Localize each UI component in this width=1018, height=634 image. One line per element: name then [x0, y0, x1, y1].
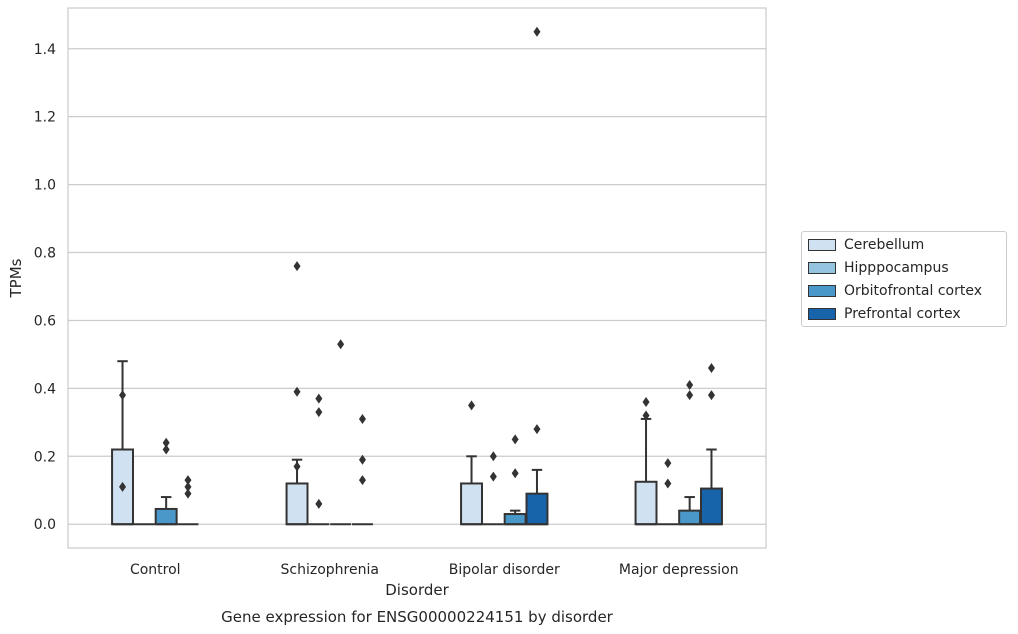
box — [111, 360, 135, 526]
outlier-point — [162, 444, 170, 455]
outlier-point — [358, 413, 366, 424]
chart-title: Gene expression for ENSG00000224151 by d… — [221, 608, 614, 626]
outlier-point — [337, 339, 345, 350]
legend-item-hippocampus: Hipppocampus — [808, 258, 949, 278]
box — [460, 455, 484, 526]
box — [525, 468, 549, 526]
legend-label: Orbitofrontal cortex — [844, 283, 982, 299]
outlier-point — [686, 379, 694, 390]
outlier-point — [489, 451, 497, 462]
outlier-point — [184, 475, 192, 486]
outlier-point — [293, 261, 301, 272]
box-body — [634, 480, 658, 526]
outlier-point — [489, 471, 497, 482]
legend-label: Prefrontal cortex — [844, 306, 961, 322]
y-tick-label: 0.4 — [34, 381, 56, 397]
box — [154, 496, 178, 526]
legend-label: Cerebellum — [844, 237, 925, 253]
box — [503, 509, 527, 526]
box — [678, 496, 702, 526]
box — [285, 458, 309, 526]
gridlines — [68, 48, 766, 525]
x-tick-label: Control — [130, 562, 181, 578]
box-body — [154, 507, 178, 526]
plot-area-frame — [67, 7, 767, 549]
y-tick-label: 0.2 — [34, 449, 56, 465]
y-tick-labels: 0.0 0.2 0.4 0.6 0.8 1.0 1.2 1.4 — [34, 42, 56, 533]
legend-swatch-hippocampus — [808, 262, 836, 274]
box-body — [503, 513, 527, 526]
outlier-point — [315, 393, 323, 404]
outlier-point — [511, 434, 519, 445]
x-tick-label: Bipolar disorder — [449, 562, 560, 578]
legend-swatch-prefrontal-cortex — [808, 308, 836, 320]
legend: Cerebellum Hipppocampus Orbitofrontal co… — [801, 231, 1007, 327]
legend-swatch-cerebellum — [808, 239, 836, 251]
outlier-point — [162, 437, 170, 448]
outlier-point — [119, 390, 127, 401]
legend-item-cerebellum: Cerebellum — [808, 235, 924, 255]
outlier-point — [315, 498, 323, 509]
box-body — [525, 492, 549, 526]
outlier-point — [533, 26, 541, 37]
outlier-point — [533, 424, 541, 435]
outlier-point — [686, 390, 694, 401]
box-body — [460, 482, 484, 526]
box-body — [699, 487, 723, 526]
y-axis-label: TPMs — [7, 258, 25, 298]
y-tick-label: 0.6 — [34, 313, 56, 329]
outlier-point — [642, 410, 650, 421]
outlier-point — [664, 478, 672, 489]
outlier-point — [293, 461, 301, 472]
box-body — [678, 509, 702, 526]
x-tick-label: Major depression — [619, 562, 739, 578]
outlier-point — [358, 475, 366, 486]
outlier-point — [707, 390, 715, 401]
x-tick-labels: Control Schizophrenia Bipolar disorder Majo… — [130, 562, 739, 578]
boxes — [111, 360, 723, 526]
y-tick-label: 0.8 — [34, 246, 56, 262]
legend-swatch-orbitofrontal-cortex — [808, 285, 836, 297]
legend-item-prefrontal-cortex: Prefrontal cortex — [808, 304, 961, 324]
y-tick-label: 0.0 — [34, 517, 56, 533]
outlier-point — [293, 386, 301, 397]
x-axis-label: Disorder — [385, 581, 449, 599]
outlier-point — [664, 458, 672, 469]
outlier-point — [511, 468, 519, 479]
box — [699, 448, 723, 526]
box — [634, 417, 658, 526]
outlier-point — [468, 400, 476, 411]
outlier-point — [707, 363, 715, 373]
outlier-point — [642, 396, 650, 407]
y-tick-label: 1.4 — [34, 42, 56, 58]
legend-label: Hipppocampus — [844, 260, 949, 276]
outlier-point — [119, 481, 127, 492]
outlier-point — [184, 488, 192, 499]
y-tick-label: 1.2 — [34, 110, 56, 126]
x-tick-label: Schizophrenia — [281, 562, 379, 578]
outliers — [119, 26, 715, 509]
outlier-point — [184, 481, 192, 492]
box-body — [285, 482, 309, 526]
outlier-point — [358, 454, 366, 465]
legend-item-orbitofrontal-cortex: Orbitofrontal cortex — [808, 281, 982, 301]
y-tick-label: 1.0 — [34, 178, 56, 194]
outlier-point — [315, 407, 323, 418]
